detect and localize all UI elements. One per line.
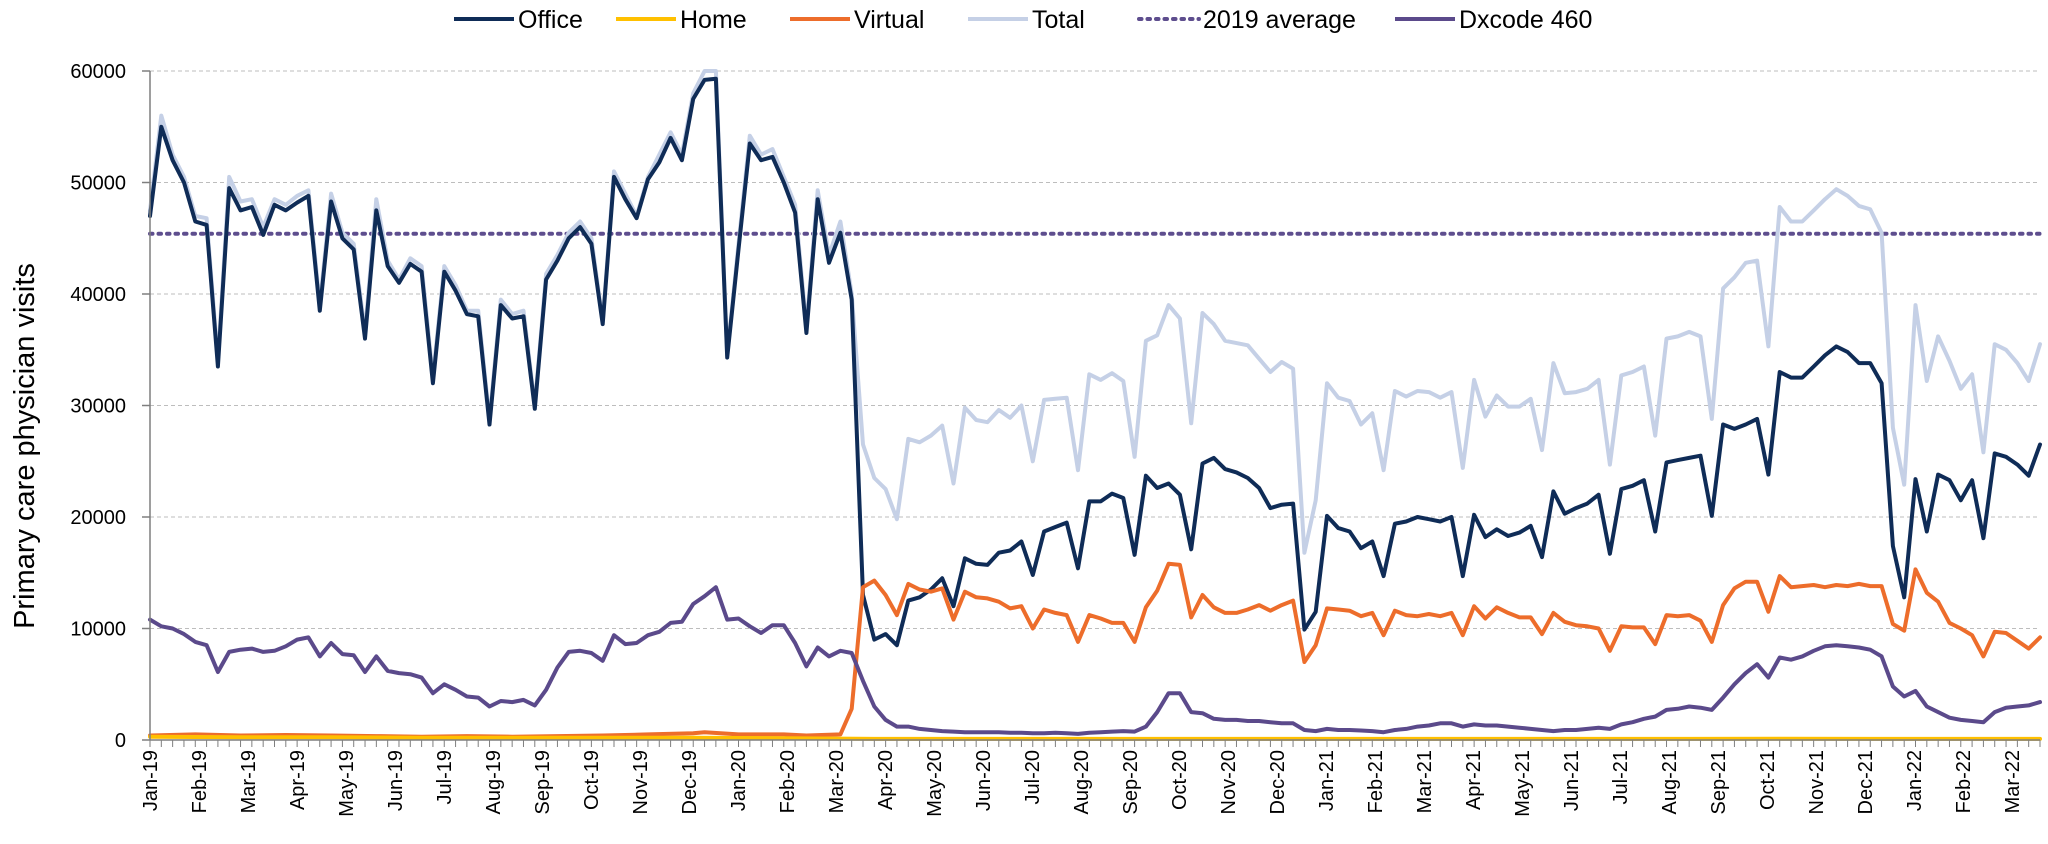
legend-item-dxcode-460: Dxcode 460: [1395, 6, 1592, 34]
y-tick-label-40000: 40000: [70, 284, 126, 306]
x-tick-label: Jul-21: [1610, 750, 1632, 804]
x-tick-label: Feb-19: [189, 750, 211, 813]
x-tick-label: May-20: [924, 750, 946, 817]
x-tick-label: Sep-20: [1120, 750, 1142, 815]
x-tick-label: Feb-22: [1953, 750, 1975, 813]
x-tick-label: Oct-21: [1757, 750, 1779, 810]
x-tick-label: Dec-20: [1267, 750, 1289, 814]
x-tick-label: Aug-21: [1659, 750, 1681, 815]
y-tick-label-30000: 30000: [70, 396, 126, 418]
x-tick-label: Feb-20: [777, 750, 799, 813]
x-tick-label: Feb-21: [1365, 750, 1387, 813]
x-tick-label: Sep-21: [1708, 750, 1730, 815]
axes: [142, 70, 2041, 747]
x-tick-label: Jun-21: [1561, 750, 1583, 811]
legend-label-virtual: Virtual: [854, 6, 924, 34]
x-tick-label: Oct-20: [1169, 750, 1191, 810]
gridlines: [150, 70, 2040, 629]
y-tick-label-50000: 50000: [70, 173, 126, 195]
series-lines: [148, 69, 2042, 741]
series-line-home: [148, 734, 2042, 741]
x-tick-label: Jan-19: [140, 750, 162, 811]
series-line-total: [148, 69, 2042, 555]
x-tick-label: Apr-21: [1463, 750, 1485, 810]
x-tick-labels: Jan-19 Feb-19 Mar-19 Apr-19 May-19 Jun-19 Jul-…: [140, 750, 2024, 817]
x-tick-label: Nov-19: [630, 750, 652, 814]
series-line-virtual: [148, 561, 2042, 739]
x-tick-label: Jul-20: [1022, 750, 1044, 804]
x-tick-label: Aug-20: [1071, 750, 1093, 815]
legend-item-office: Office: [454, 6, 583, 34]
y-axis-title: Primary care physician visits: [9, 263, 41, 629]
x-tick-label: May-21: [1512, 750, 1534, 817]
x-tick-label: Nov-21: [1806, 750, 1828, 814]
legend-item-virtual: Virtual: [790, 6, 924, 34]
x-tick-label: Mar-21: [1414, 750, 1436, 813]
legend-item-home: Home: [616, 6, 747, 34]
x-tick-label: Apr-20: [875, 750, 897, 810]
x-tick-label: Jan-22: [1904, 750, 1926, 811]
x-tick-label: Dec-19: [679, 750, 701, 814]
y-tick-label-10000: 10000: [70, 619, 126, 641]
series-line-dxcode-460: [148, 585, 2042, 736]
legend-label-total: Total: [1032, 6, 1085, 34]
legend-label-2019-average: 2019 average: [1203, 6, 1356, 34]
x-tick-label: Jan-20: [728, 750, 750, 811]
legend-item-2019-average: 2019 average: [1137, 6, 1356, 34]
x-tick-label: Mar-22: [2002, 750, 2024, 813]
x-tick-label: May-19: [336, 750, 358, 817]
x-tick-label: Jul-19: [434, 750, 456, 804]
legend-label-office: Office: [518, 6, 583, 34]
x-tick-label: Nov-20: [1218, 750, 1240, 814]
x-tick-label: Aug-19: [483, 750, 505, 815]
x-tick-label: Jun-19: [385, 750, 407, 811]
x-tick-label: Apr-19: [287, 750, 309, 810]
legend: Office Home Virtual Total 2019 average Dxcode…: [454, 6, 1592, 34]
x-tick-label: Dec-21: [1855, 750, 1877, 814]
legend-label-home: Home: [680, 6, 747, 34]
y-tick-label-60000: 60000: [70, 61, 126, 83]
x-tick-label: Jan-21: [1316, 750, 1338, 811]
x-tick-label: Mar-20: [826, 750, 848, 813]
series-line-office: [148, 76, 2042, 648]
x-tick-label: Mar-19: [238, 750, 260, 813]
y-tick-label-20000: 20000: [70, 507, 126, 529]
legend-label-dxcode-460: Dxcode 460: [1459, 6, 1592, 34]
legend-item-total: Total: [968, 6, 1085, 34]
x-tick-label: Sep-19: [532, 750, 554, 815]
y-tick-label-0: 0: [115, 730, 126, 752]
x-tick-label: Jun-20: [973, 750, 995, 811]
y-tick-labels: 0 10000 20000 30000 40000 50000 60000: [70, 61, 126, 752]
x-tick-label: Oct-19: [581, 750, 603, 810]
